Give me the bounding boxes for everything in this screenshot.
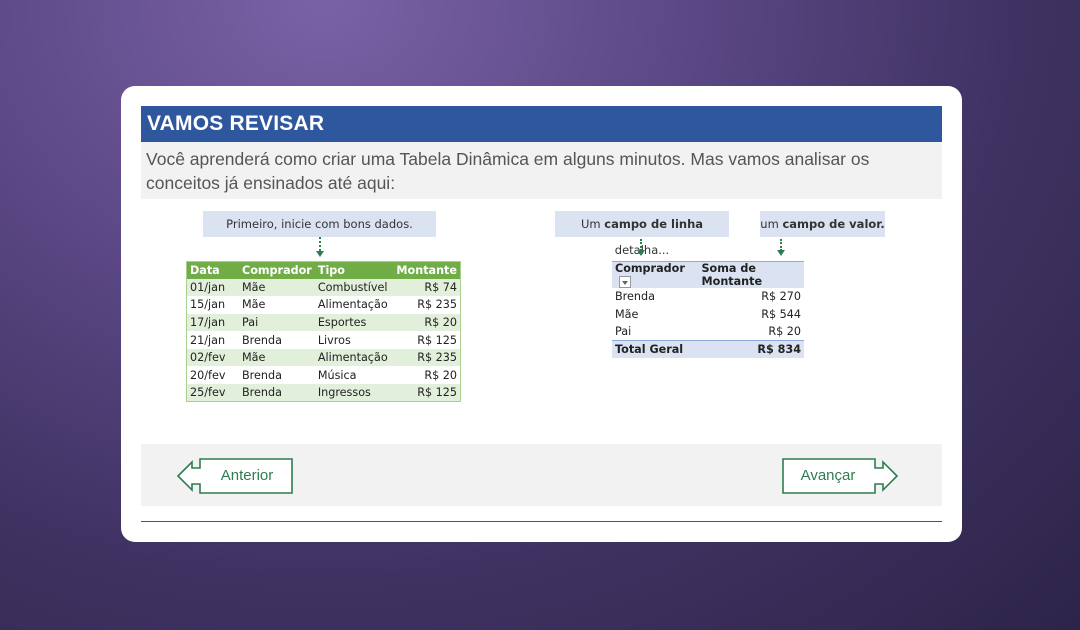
pivot-cell-soma: R$ 544 bbox=[761, 307, 801, 321]
callout-good-data: Primeiro, inicie com bons dados. bbox=[203, 211, 436, 237]
lesson-card: VAMOS REVISAR Você aprenderá como criar … bbox=[121, 86, 962, 542]
next-button[interactable]: Avançar bbox=[781, 458, 899, 494]
previous-label: Anterior bbox=[220, 467, 274, 484]
cell-comprador: Pai bbox=[238, 313, 315, 332]
cell-tipo: Alimentação bbox=[314, 348, 394, 367]
arrow-head-row-field bbox=[637, 250, 645, 256]
pivot-row: Mãe R$ 544 bbox=[612, 306, 804, 324]
cell-comprador: Brenda bbox=[241, 333, 282, 347]
page-title: VAMOS REVISAR bbox=[141, 106, 942, 142]
callout-value-pre: um bbox=[760, 217, 783, 231]
forward-arrow-icon bbox=[782, 458, 899, 494]
pivot-row: Brenda R$ 270 bbox=[612, 288, 804, 306]
pivot-header-row: Comprador Soma de Montante bbox=[612, 261, 804, 288]
back-arrow-icon bbox=[176, 458, 293, 494]
pivot-cell-soma: R$ 20 bbox=[768, 325, 801, 339]
table-row: 25/fev Brenda Ingressos R$ 125 bbox=[186, 384, 461, 402]
cell-comprador: Mãe bbox=[238, 278, 315, 297]
cell-data: 02/fev bbox=[186, 348, 239, 367]
pivot-row: Pai R$ 20 bbox=[612, 323, 804, 341]
source-data-table: Data Comprador Tipo Montante 01/jan Mãe … bbox=[186, 261, 461, 403]
next-label: Avançar bbox=[800, 467, 856, 484]
pivot-cell-comprador: Brenda bbox=[615, 290, 655, 304]
arrow-data bbox=[319, 237, 321, 251]
pivot-header-label: Comprador bbox=[615, 262, 685, 275]
previous-button[interactable]: Anterior bbox=[176, 458, 294, 494]
intro-text: Você aprenderá como criar uma Tabela Din… bbox=[141, 142, 942, 199]
cell-comprador: Mãe bbox=[241, 298, 266, 312]
table-row: 21/jan Brenda Livros R$ 125 bbox=[187, 331, 461, 349]
cell-data: 20/fev bbox=[190, 368, 226, 382]
callout-row-field: Um campo de linha detalha... bbox=[555, 211, 729, 257]
bottom-divider bbox=[141, 521, 942, 522]
cell-montante: R$ 235 bbox=[417, 298, 457, 312]
cell-montante: R$ 125 bbox=[393, 384, 461, 402]
header-tipo: Tipo bbox=[314, 261, 394, 279]
arrow-value-field bbox=[780, 239, 782, 251]
arrow-row-field bbox=[640, 239, 642, 251]
header-comprador: Comprador bbox=[238, 261, 315, 279]
table-row: 20/fev Brenda Música R$ 20 bbox=[187, 366, 461, 384]
callout-value-bold: campo de valor. bbox=[782, 217, 885, 231]
cell-comprador: Mãe bbox=[238, 348, 315, 367]
pivot-cell-soma: R$ 270 bbox=[761, 290, 801, 304]
table-header-row: Data Comprador Tipo Montante bbox=[186, 261, 461, 279]
filter-dropdown-icon[interactable] bbox=[619, 276, 631, 288]
pivot-cell-comprador: Mãe bbox=[615, 307, 639, 321]
pivot-total-value: R$ 834 bbox=[698, 340, 804, 359]
cell-tipo: Música bbox=[317, 368, 357, 382]
arrow-head-value-field bbox=[777, 250, 785, 256]
pivot-header-soma: Soma de Montante bbox=[698, 261, 804, 288]
cell-comprador: Brenda bbox=[241, 368, 282, 382]
cell-tipo: Ingressos bbox=[314, 384, 394, 402]
cell-montante: R$ 74 bbox=[393, 278, 461, 297]
table-row: 02/fev Mãe Alimentação R$ 235 bbox=[186, 348, 461, 367]
cell-data: 17/jan bbox=[186, 313, 239, 332]
arrow-head-data bbox=[316, 251, 324, 257]
cell-data: 01/jan bbox=[186, 278, 239, 297]
pivot-total-label: Total Geral bbox=[612, 340, 699, 359]
pivot-header-comprador[interactable]: Comprador bbox=[612, 261, 699, 288]
cell-data: 21/jan bbox=[190, 333, 226, 347]
cell-tipo: Combustível bbox=[314, 278, 394, 297]
cell-tipo: Alimentação bbox=[317, 298, 388, 312]
table-row: 15/jan Mãe Alimentação R$ 235 bbox=[187, 296, 461, 314]
cell-tipo: Livros bbox=[317, 333, 351, 347]
callout-value-field: um campo de valor. bbox=[760, 211, 885, 237]
pivot-table: Comprador Soma de Montante Brenda R$ 270… bbox=[612, 261, 804, 359]
cell-data: 15/jan bbox=[190, 298, 226, 312]
pivot-cell-comprador: Pai bbox=[615, 325, 632, 339]
cell-montante: R$ 20 bbox=[393, 313, 461, 332]
table-row: 01/jan Mãe Combustível R$ 74 bbox=[186, 278, 461, 297]
cell-montante: R$ 125 bbox=[417, 333, 457, 347]
cell-data: 25/fev bbox=[186, 384, 239, 402]
pivot-total-row: Total Geral R$ 834 bbox=[612, 340, 804, 359]
callout-row-bold: campo de linha bbox=[604, 217, 704, 231]
cell-comprador: Brenda bbox=[238, 384, 315, 402]
navigation-bar: Anterior Avançar bbox=[141, 444, 942, 506]
table-row: 17/jan Pai Esportes R$ 20 bbox=[186, 313, 461, 332]
header-data: Data bbox=[186, 261, 239, 279]
cell-tipo: Esportes bbox=[314, 313, 394, 332]
cell-montante: R$ 235 bbox=[393, 348, 461, 367]
callout-row-pre: Um bbox=[580, 217, 605, 231]
header-montante: Montante bbox=[393, 261, 461, 279]
cell-montante: R$ 20 bbox=[424, 368, 457, 382]
